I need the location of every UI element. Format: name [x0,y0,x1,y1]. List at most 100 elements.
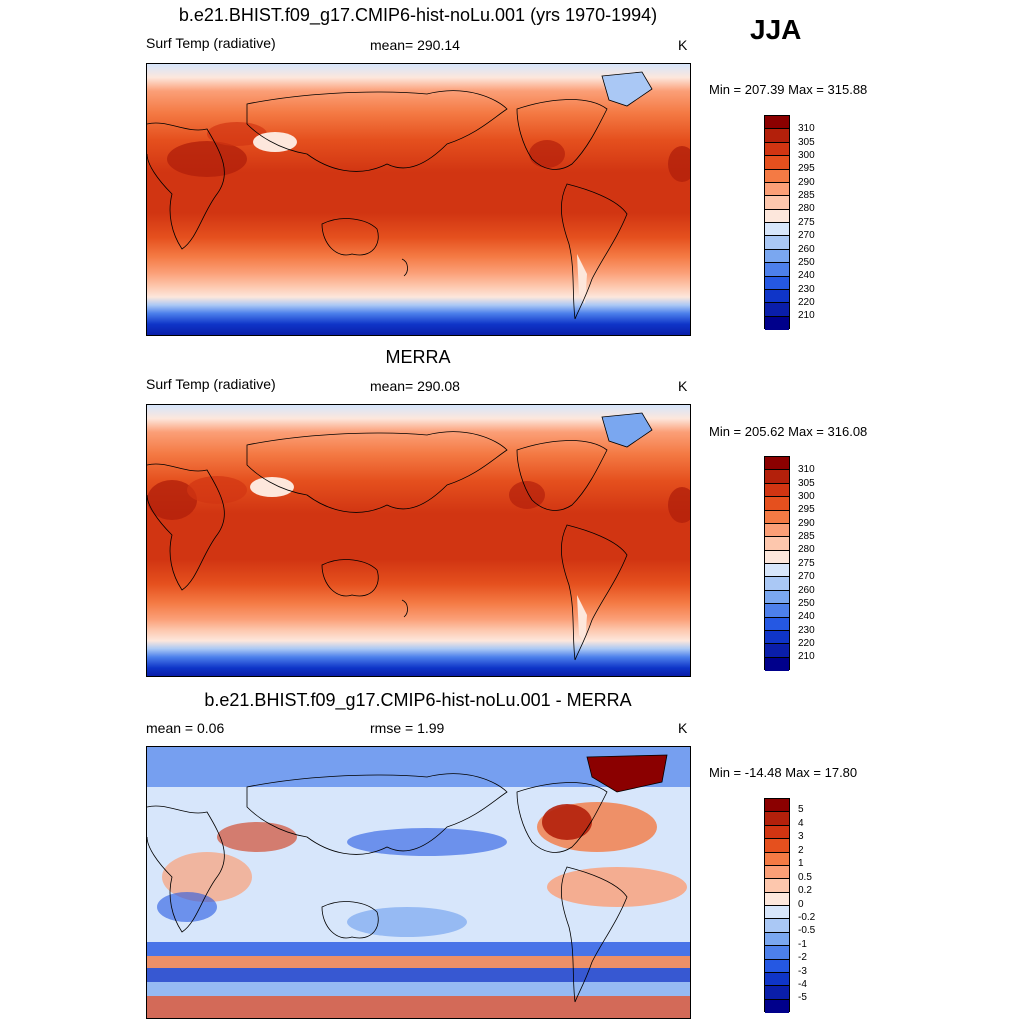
colorbar-swatch [765,644,789,658]
colorbar-label: 0.5 [798,872,812,883]
panel-diff-units-label: K [678,720,688,736]
colorbar-label: 210 [798,651,815,662]
panel-model-map [146,63,691,336]
colorbar-swatch [765,825,789,840]
colorbar-swatch [765,129,789,143]
colorbar-label: 260 [798,244,815,255]
colorbar-swatch [765,986,789,1000]
colorbar-label: 275 [798,558,815,569]
colorbar-label: 270 [798,230,815,241]
panel-obs-mean-label: mean= 290.08 [370,378,460,394]
colorbar-swatch [765,196,789,210]
colorbar-swatch [765,839,789,853]
colorbar-swatch [765,497,789,511]
colorbar-label: 305 [798,478,815,489]
colorbar-swatch [765,932,789,947]
colorbar-swatch [765,156,789,170]
panel-diff-mean-label: mean = 0.06 [146,720,225,736]
colorbar-label: -2 [798,952,807,963]
panel-diff-minmax-label: Min = -14.48 Max = 17.80 [709,765,858,780]
colorbar-swatch [765,946,789,960]
colorbar-label: 240 [798,270,815,281]
colorbar-swatch [765,972,789,987]
colorbar-label: 4 [798,818,804,829]
colorbar-label: 310 [798,123,815,134]
colorbar-label: 285 [798,531,815,542]
colorbar-swatch [765,550,789,564]
colorbar-label: 0 [798,899,804,910]
colorbar-label: 220 [798,638,815,649]
colorbar-swatch [765,510,789,524]
colorbar-label: -4 [798,979,807,990]
colorbar-label: 290 [798,177,815,188]
colorbar-swatch [765,630,789,645]
colorbar-swatch [765,276,789,290]
colorbar-label: -0.2 [798,912,816,923]
colorbar-label: 305 [798,137,815,148]
colorbar-swatch [765,209,789,223]
colorbar-swatch [765,249,789,264]
colorbar-swatch [765,657,789,671]
colorbar-swatch [765,142,789,157]
panel-obs-variable-label: Surf Temp (radiative) [146,376,276,392]
colorbar-label: 250 [798,598,815,609]
colorbar-swatch [765,303,789,317]
panel-diff-rmse-label: rmse = 1.99 [370,720,445,736]
colorbar-label: 220 [798,297,815,308]
panel-obs-minmax-label: Min = 205.62 Max = 316.08 [709,424,868,439]
colorbar-swatch [765,617,789,631]
colorbar-label: -5 [798,992,807,1003]
colorbar-swatch [765,879,789,893]
colorbar-swatch [765,236,789,250]
colorbar-swatch [765,799,789,813]
panel-diff-map [146,746,691,1019]
colorbar-label: 310 [798,464,815,475]
colorbar-swatch [765,470,789,484]
colorbar-label: 210 [798,310,815,321]
colorbar-label: 295 [798,163,815,174]
colorbar-swatch [765,812,789,826]
colorbar-swatch [765,604,789,618]
colorbar-swatch [765,590,789,605]
colorbar-swatch [765,289,789,304]
colorbar-label: 250 [798,257,815,268]
colorbar-swatch [765,564,789,578]
colorbar-swatch [765,483,789,498]
panel-model-title: b.e21.BHIST.f09_g17.CMIP6-hist-noLu.001 … [178,5,658,25]
colorbar-label: -0.5 [798,925,816,936]
colorbar-swatch [765,116,789,130]
colorbar-label: 290 [798,518,815,529]
panel-model-units-label: K [678,37,688,53]
panel-obs-map [146,404,691,677]
colorbar-swatch [765,577,789,591]
colorbar-swatch [765,182,789,197]
colorbar-label: 5 [798,804,804,815]
colorbar-label: 260 [798,585,815,596]
colorbar-swatch [765,316,789,330]
colorbar-swatch [765,457,789,471]
colorbar-label: 240 [798,611,815,622]
panel-model-colorbar [764,115,790,330]
panel-obs-units-label: K [678,378,688,394]
colorbar-swatch [765,537,789,551]
colorbar-swatch [765,865,789,880]
colorbar-swatch [765,523,789,538]
season-label: JJA [750,14,802,45]
colorbar-swatch [765,892,789,906]
panel-model-mean-label: mean= 290.14 [370,37,460,53]
colorbar-label: 275 [798,217,815,228]
panel-diff-title: b.e21.BHIST.f09_g17.CMIP6-hist-noLu.001 … [204,690,632,710]
panel-model-variable-label: Surf Temp (radiative) [146,35,276,51]
colorbar-label: 2 [798,845,804,856]
colorbar-swatch [765,223,789,237]
colorbar-label: 1 [798,858,804,869]
panel-diff-colorbar [764,798,790,1013]
colorbar-label: -3 [798,966,807,977]
colorbar-swatch [765,959,789,973]
colorbar-swatch [765,919,789,933]
colorbar-label: 295 [798,504,815,515]
colorbar-label: -1 [798,939,807,950]
colorbar-label: 280 [798,203,815,214]
colorbar-label: 300 [798,491,815,502]
panel-obs-title: MERRA [385,347,451,367]
